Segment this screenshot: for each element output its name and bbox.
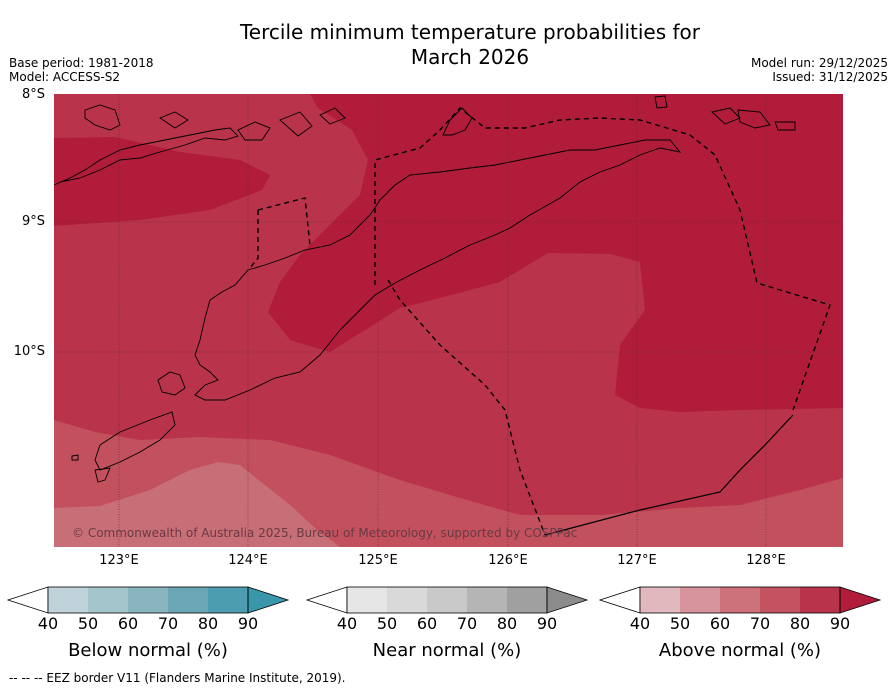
meta-right: Model run: 29/12/2025 Issued: 31/12/2025: [751, 56, 888, 84]
above-tick-90: 90: [829, 614, 851, 633]
near-tick-90: 90: [536, 614, 558, 633]
below-tick-80: 80: [197, 614, 219, 633]
field-above-60: [54, 462, 340, 547]
near-tick-80: 80: [496, 614, 518, 633]
coastlines: [53, 95, 796, 483]
below-tick-70: 70: [157, 614, 179, 633]
lon-label-126e: 126°E: [488, 553, 528, 568]
above-tick-70: 70: [749, 614, 771, 633]
field-above-90-west: [54, 137, 270, 226]
colorbar-near: [305, 586, 589, 614]
lat-label-9s: 9°S: [21, 214, 45, 229]
lon-label-124e: 124°E: [228, 553, 268, 568]
above-tick-80: 80: [789, 614, 811, 633]
model-run: Model run: 29/12/2025: [750, 56, 888, 70]
field-above-90: [54, 94, 843, 412]
near-normal-title: Near normal (%): [372, 640, 522, 661]
below-tick-40: 40: [37, 614, 59, 633]
above-tick-50: 50: [669, 614, 691, 633]
base-period: Base period: 1981-2018: [9, 56, 154, 70]
eez-border: [249, 107, 831, 536]
lat-label-10s: 10°S: [13, 344, 45, 359]
above-normal-title: Above normal (%): [658, 640, 822, 661]
map-title: Tercile minimum temperature probabilitie…: [200, 20, 740, 70]
above-tick-60: 60: [709, 614, 731, 633]
copyright-notice: © Commonwealth of Australia 2025, Bureau…: [72, 526, 578, 540]
model-name: Model: ACCESS-S2: [9, 70, 121, 84]
below-tick-50: 50: [77, 614, 99, 633]
title-line-2: March 2026: [410, 45, 530, 69]
lat-label-8s: 8°S: [21, 87, 45, 102]
lon-label-127e: 127°E: [617, 553, 657, 568]
near-tick-50: 50: [376, 614, 398, 633]
colorbar-below: [6, 586, 290, 614]
eez-footer-note: -- -- -- EEZ border V11 (Flanders Marine…: [9, 671, 346, 685]
eez-solid-segment: [544, 414, 794, 536]
below-tick-60: 60: [117, 614, 139, 633]
issued-date: Issued: 31/12/2025: [772, 70, 888, 84]
lon-label-123e: 123°E: [99, 553, 139, 568]
below-normal-title: Below normal (%): [68, 640, 228, 661]
colorbar-above: [598, 586, 882, 614]
title-line-1: Tercile minimum temperature probabilitie…: [239, 20, 701, 44]
lon-label-125e: 125°E: [358, 553, 398, 568]
near-tick-60: 60: [416, 614, 438, 633]
lon-label-128e: 128°E: [746, 553, 786, 568]
graticule: [54, 94, 843, 547]
near-tick-40: 40: [336, 614, 358, 633]
above-tick-40: 40: [629, 614, 651, 633]
near-tick-70: 70: [456, 614, 478, 633]
meta-left: Base period: 1981-2018 Model: ACCESS-S2: [9, 56, 154, 84]
below-tick-90: 90: [237, 614, 259, 633]
